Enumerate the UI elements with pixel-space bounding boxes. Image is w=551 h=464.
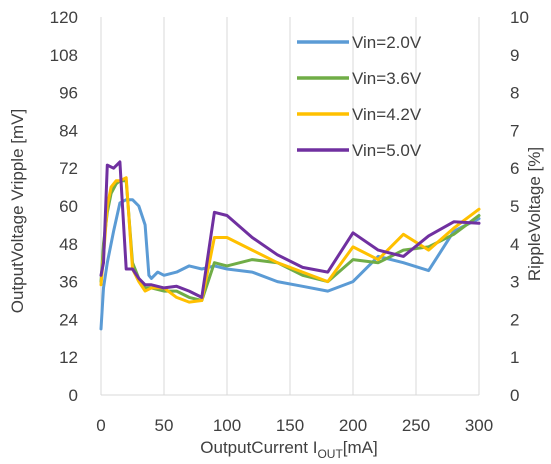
x-axis-title-main: OutputCurrent I — [200, 438, 317, 457]
y-right-tick-label: 9 — [510, 46, 519, 65]
x-tick-label: 50 — [155, 416, 174, 435]
y-left-tick-label: 72 — [59, 159, 78, 178]
y-right-tick-label: 2 — [510, 310, 519, 329]
y-left-tick-label: 120 — [50, 8, 78, 27]
x-tick-label: 100 — [213, 416, 241, 435]
x-tick-label: 200 — [339, 416, 367, 435]
y-left-tick-label: 24 — [59, 310, 78, 329]
y-right-tick-label: 0 — [510, 386, 519, 405]
series-line-2 — [99, 179, 481, 302]
y-right-tick-label: 3 — [510, 273, 519, 292]
y-left-tick-label: 0 — [69, 386, 78, 405]
series-lines — [99, 160, 481, 331]
y-right-tick-label: 7 — [510, 121, 519, 140]
x-axis-title: OutputCurrent IOUT[mA] — [200, 438, 377, 461]
x-axis-title-unit: [mA] — [343, 438, 378, 457]
y-right-tick-label: 1 — [510, 348, 519, 367]
y-left-tick-label: 36 — [59, 273, 78, 292]
grid-lines — [100, 17, 480, 395]
axis-titles: OutputCurrent IOUT[mA] OutputVoltage Vri… — [8, 109, 544, 461]
y-axis-left-title: OutputVoltage Vripple [mV] — [8, 109, 27, 313]
y-right-tick-label: 5 — [510, 197, 519, 216]
y-right-tick-label: 8 — [510, 84, 519, 103]
y-left-tick-label: 108 — [50, 46, 78, 65]
y-left-tick-label: 48 — [59, 235, 78, 254]
series-line-4 — [99, 160, 481, 299]
y-right-tick-label: 10 — [510, 8, 529, 27]
x-tick-label: 300 — [465, 416, 493, 435]
y-axis-right-title: RippleVoltage [%] — [525, 147, 544, 281]
y-left-tick-label: 84 — [59, 121, 78, 140]
legend-label: Vin=5.0V — [352, 141, 422, 160]
y-left-tick-label: 12 — [59, 348, 78, 367]
series-line-3 — [99, 176, 481, 304]
legend-label: Vin=4.2V — [352, 105, 422, 124]
y-left-tick-label: 60 — [59, 197, 78, 216]
y-left-tick-label: 96 — [59, 84, 78, 103]
x-axis-title-subscript: OUT — [317, 447, 343, 461]
x-tick-label: 0 — [96, 416, 105, 435]
legend-label: Vin=2.0V — [352, 33, 422, 52]
y-right-tick-label: 4 — [510, 235, 519, 254]
axes: 0 50 100 150 200 250 3000122436486072849610812… — [50, 8, 529, 435]
x-tick-label: 250 — [402, 416, 430, 435]
legend: Vin=2.0V Vin=3.6V Vin=4.2V Vin=5.0V — [297, 33, 422, 160]
x-tick-label: 150 — [276, 416, 304, 435]
legend-label: Vin=3.6V — [352, 69, 422, 88]
y-right-tick-label: 6 — [510, 159, 519, 178]
